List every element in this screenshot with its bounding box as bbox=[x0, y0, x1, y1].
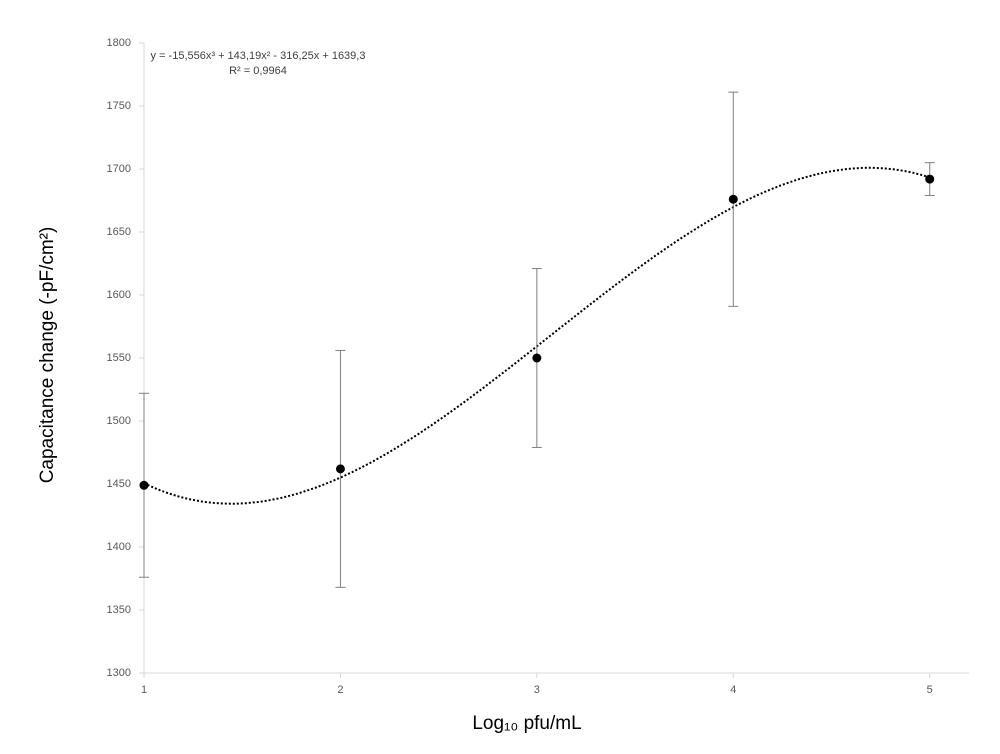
point bbox=[139, 480, 149, 490]
y-tick-label: 1700 bbox=[107, 163, 131, 175]
point bbox=[925, 174, 935, 184]
x-tick-label: 1 bbox=[141, 684, 147, 696]
x-tick-label: 4 bbox=[730, 684, 736, 696]
y-tick-label: 1650 bbox=[107, 226, 131, 238]
y-tick-label: 1450 bbox=[107, 478, 131, 490]
y-tick-label: 1600 bbox=[107, 289, 131, 301]
x-tick-label: 5 bbox=[927, 684, 933, 696]
y-tick-label: 1550 bbox=[107, 352, 131, 364]
point bbox=[728, 194, 738, 204]
trendline-r2: R² = 0,9964 bbox=[229, 65, 287, 77]
y-tick-label: 1350 bbox=[107, 604, 131, 616]
y-tick-label: 1400 bbox=[107, 541, 131, 553]
y-tick-label: 1500 bbox=[107, 415, 131, 427]
x-tick-label: 3 bbox=[534, 684, 540, 696]
x-axis-title: Log₁₀ pfu/mL bbox=[472, 713, 581, 734]
trendline-equation: y = -15,556x³ + 143,19x² - 316,25x + 163… bbox=[151, 50, 366, 62]
y-tick-label: 1800 bbox=[107, 37, 131, 49]
point bbox=[335, 464, 345, 474]
x-tick-label: 2 bbox=[337, 684, 343, 696]
y-tick-label: 1300 bbox=[107, 667, 131, 679]
y-axis-title: Capacitance change (-pF/cm²) bbox=[37, 227, 58, 484]
y-tick-label: 1750 bbox=[107, 100, 131, 112]
point bbox=[532, 353, 542, 363]
